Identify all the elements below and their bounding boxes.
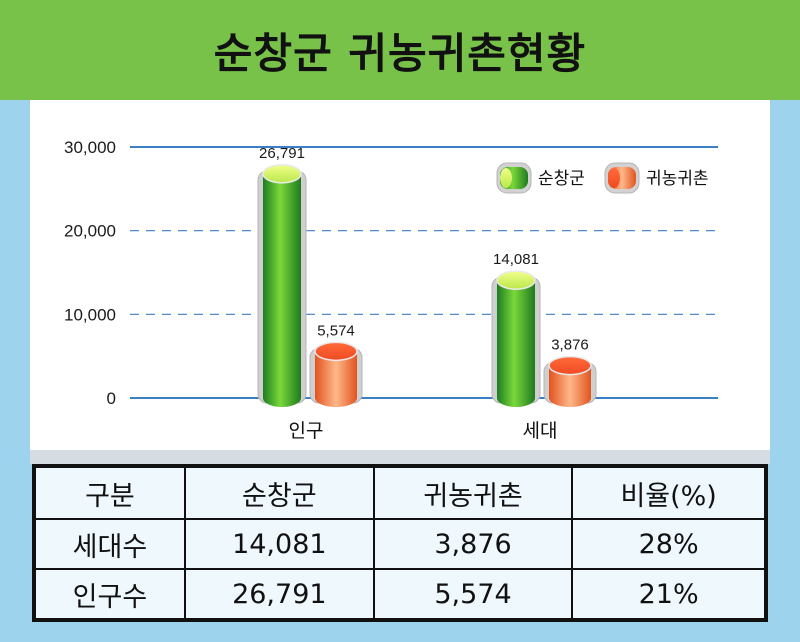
table-header-row: 구분 순창군 귀농귀촌 비율(%) (34, 466, 766, 520)
legend-item-sunchang: 순창군 (496, 162, 585, 194)
table-cell: 21% (571, 568, 766, 620)
bar-return-farm-1: 3,876 (543, 337, 597, 407)
legend-item-return-farm: 귀농귀촌 (604, 162, 709, 194)
legend-label: 귀농귀촌 (646, 169, 709, 189)
bar-body (263, 173, 301, 398)
header-ratio: 비율(%) (571, 466, 766, 520)
table-row: 인구수 26,791 5,574 21% (34, 568, 766, 620)
bar-top (496, 270, 536, 290)
bar-top (548, 355, 592, 376)
header-return-farm: 귀농귀촌 (372, 466, 574, 520)
legend-swatch-cap (608, 168, 620, 188)
bar-base (315, 389, 357, 407)
table-cell: 26,791 (183, 568, 375, 620)
legend-label: 순창군 (538, 169, 585, 189)
chart-panel: 0 10,000 20,000 30,000 26,791 5,574 인구 14,081 3… (30, 100, 770, 464)
header-category: 구분 (34, 466, 186, 520)
category-label: 인구 (289, 420, 324, 442)
data-label: 14,081 (493, 251, 539, 268)
y-tick-label: 0 (107, 389, 116, 408)
table-row: 세대수 14,081 3,876 28% (34, 518, 766, 570)
table-cell: 인구수 (34, 568, 186, 620)
bar-body (497, 280, 535, 398)
bar-base (497, 389, 535, 407)
table-cell: 3,876 (372, 518, 574, 570)
title-banner: 순창군 귀농귀촌현황 (0, 0, 800, 100)
legend-swatch-cap (500, 168, 512, 188)
summary-table-wrap: 구분 순창군 귀농귀촌 비율(%) 세대수 14,081 3,876 28% 인… (32, 464, 768, 622)
bar-top (262, 164, 302, 184)
bar-return-farm-0: 5,574 (309, 322, 363, 407)
data-label: 5,574 (317, 322, 355, 339)
table-cell: 28% (571, 518, 766, 570)
data-label: 3,876 (551, 337, 589, 354)
category-label: 세대 (523, 420, 558, 442)
bar-sunchang-0: 26,791 (257, 145, 307, 407)
y-tick-label: 10,000 (64, 305, 116, 324)
table-cell: 세대수 (34, 518, 186, 570)
bar-sunchang-1: 14,081 (491, 251, 541, 407)
header-sunchang: 순창군 (183, 466, 375, 520)
table-cell: 5,574 (372, 568, 574, 620)
data-label: 26,791 (259, 145, 305, 162)
y-tick-label: 20,000 (64, 222, 116, 241)
page-title: 순창군 귀농귀촌현황 (213, 28, 587, 78)
y-tick-label: 30,000 (64, 138, 116, 157)
bar-chart: 0 10,000 20,000 30,000 26,791 5,574 인구 14,081 3… (64, 138, 718, 442)
table-cell: 14,081 (183, 518, 375, 570)
bar-top (314, 341, 358, 362)
summary-table: 구분 순창군 귀농귀촌 비율(%) 세대수 14,081 3,876 28% 인… (34, 466, 766, 620)
bar-base (549, 389, 591, 407)
bar-base (263, 389, 301, 407)
